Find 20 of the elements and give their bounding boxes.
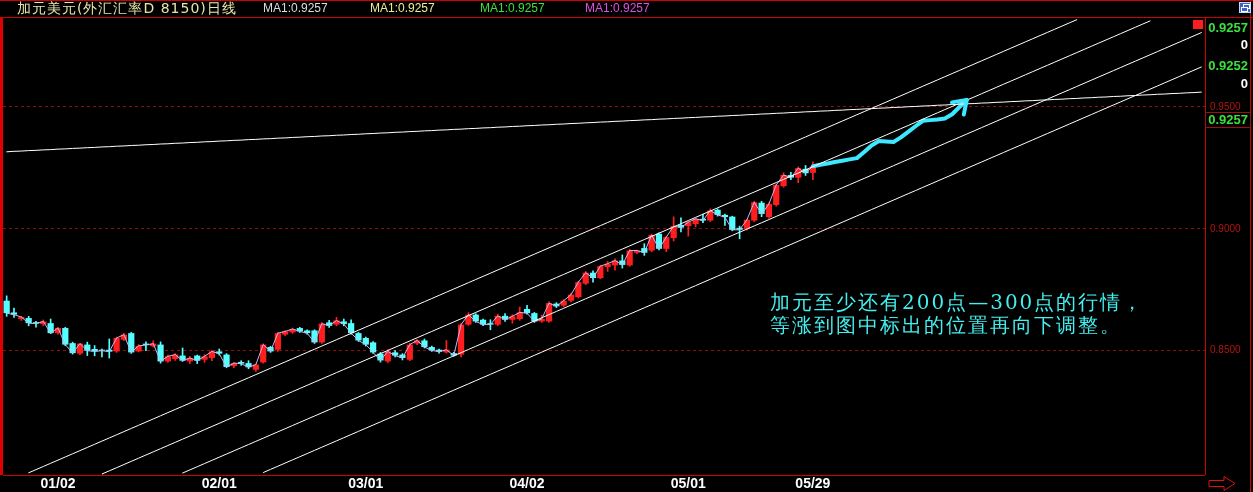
y-tick-label: 0.9500 (1210, 100, 1242, 112)
text: MA1:0.9257 (480, 1, 546, 16)
text: MA1:0.9257 (263, 1, 329, 16)
chart-title: 加元美元(外汇汇率D 8150)日线 (17, 0, 237, 16)
y-tick-label: 0.8500 (1210, 344, 1242, 356)
text: 0 (1240, 36, 1248, 52)
x-tick-label: 05/29 (795, 475, 831, 492)
x-tick-label: 01/02 (40, 475, 76, 492)
text: MA1:0.9257 (370, 1, 436, 16)
x-tick-label: 04/02 (509, 475, 545, 492)
y-tick-label: 0.9000 (1210, 222, 1242, 234)
text: 0.9257 (1208, 111, 1248, 127)
text: MA1:0.9257 (585, 1, 651, 16)
annotation: 加元至少还有200点—300点的行情，等涨到图中标出的位置再向下调整。 (770, 290, 1145, 338)
x-tick-label: 03/01 (348, 475, 384, 492)
x-tick-label: 05/01 (670, 475, 707, 492)
text: 0 (1240, 75, 1248, 91)
x-tick-label: 02/01 (201, 475, 237, 492)
text: 0.9252 (1208, 57, 1248, 73)
text: 0.9257 (1208, 19, 1248, 35)
